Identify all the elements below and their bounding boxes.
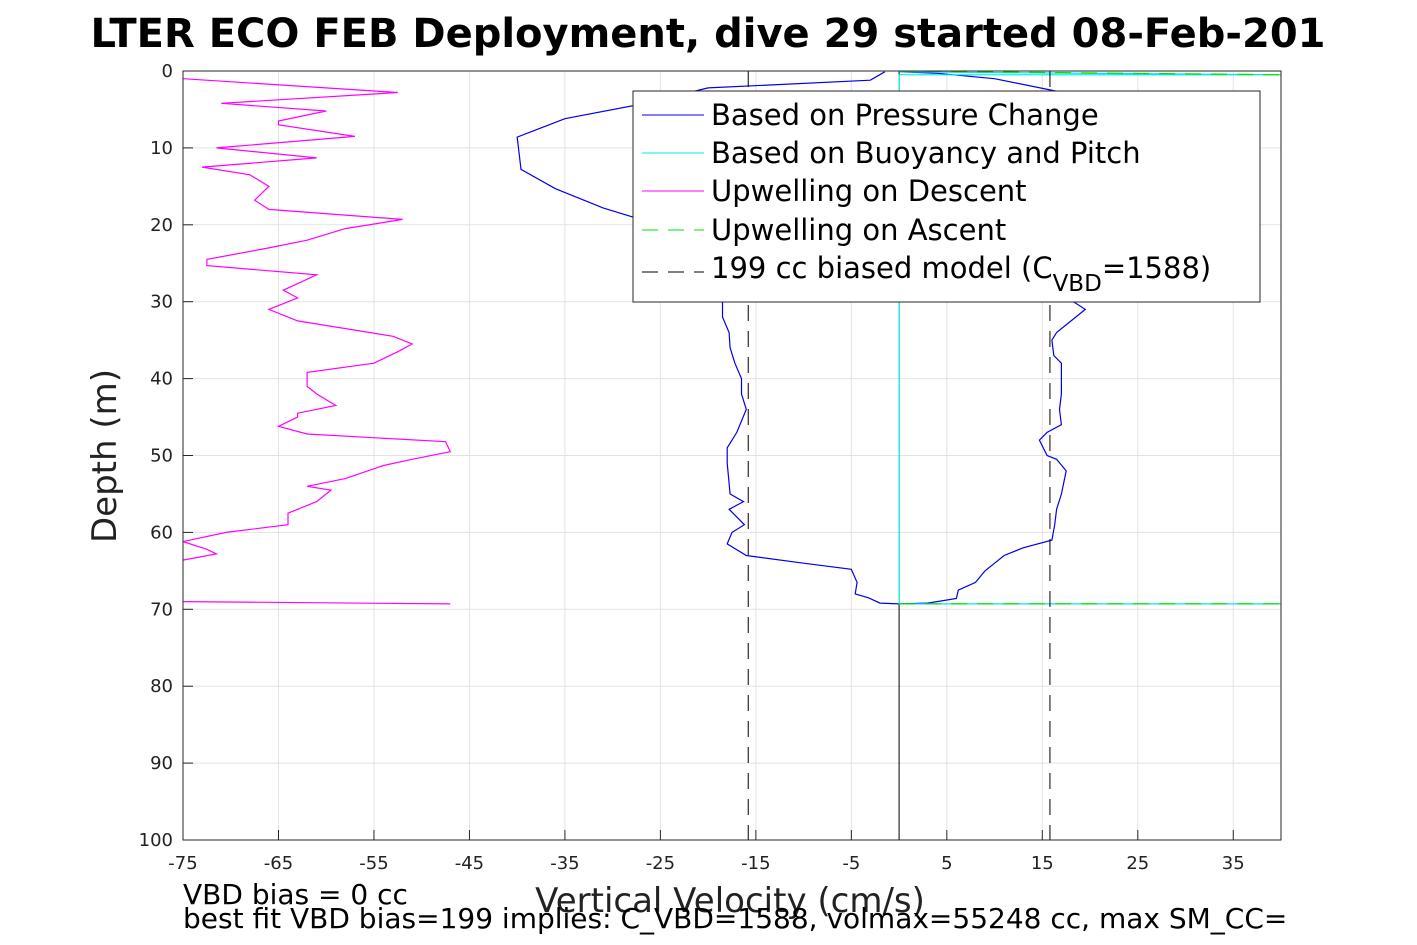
y-tick-label: 30 (150, 292, 173, 313)
series-upwelling-on-ascent (899, 71, 1281, 605)
legend-label-buoyancy: Based on Buoyancy and Pitch (711, 136, 1141, 170)
y-tick-label: 80 (150, 676, 173, 697)
y-tick-label: 70 (150, 599, 173, 620)
y-tick-label: 100 (139, 830, 173, 851)
y-tick-label: 60 (150, 522, 173, 543)
legend-label-upwelling-descent: Upwelling on Descent (711, 174, 1027, 208)
x-axis-label: Vertical Velocity (cm/s) (535, 881, 925, 921)
x-tick-label: 5 (941, 853, 952, 874)
x-tick-label: -15 (741, 853, 770, 874)
y-tick-label: 50 (150, 446, 173, 467)
x-tick-label: -25 (646, 853, 675, 874)
legend-label-biased-sub: VBD (1053, 271, 1102, 297)
legend-label-biased-model: 199 cc biased model (CVBD=1588) (711, 251, 1211, 297)
footer-line-1: VBD bias = 0 cc (183, 878, 408, 911)
legend-label-biased-prefix: 199 cc biased model (C (711, 251, 1053, 285)
x-tick-label: -55 (359, 853, 388, 874)
x-tick-label: -65 (264, 853, 293, 874)
x-tick-label: -75 (168, 853, 197, 874)
x-tick-label: -45 (455, 853, 484, 874)
x-tick-label: 15 (1031, 853, 1054, 874)
legend-label-biased-suffix: =1588) (1102, 251, 1211, 285)
x-axis-ticks: -75 -65 -55 -45 -35 -25 -15 -5 5 15 25 35 (168, 830, 1245, 874)
footer-line-2: best fit VBD bias=199 implies: C_VBD=158… (183, 902, 1287, 935)
y-tick-label: 20 (150, 215, 173, 236)
y-tick-label: 10 (150, 138, 173, 159)
y-tick-label: 0 (162, 61, 173, 82)
x-tick-label: 25 (1126, 853, 1149, 874)
legend: Based on Pressure Change Based on Buoyan… (632, 90, 1261, 303)
y-tick-label: 90 (150, 753, 173, 774)
series-upwelling-on-descent (183, 78, 452, 605)
series-based-on-buoyancy-and-pitch (898, 71, 1281, 605)
y-axis-label: Depth (m) (85, 369, 125, 543)
x-tick-label: -35 (550, 853, 579, 874)
x-tick-label: 35 (1222, 853, 1245, 874)
legend-box (632, 90, 1261, 303)
y-tick-label: 40 (150, 369, 173, 390)
y-axis-ticks: 0 10 20 30 40 50 60 70 80 90 100 (139, 61, 193, 851)
legend-label-pressure: Based on Pressure Change (711, 98, 1099, 132)
legend-label-upwelling-ascent: Upwelling on Ascent (711, 213, 1006, 247)
x-tick-label: -5 (842, 853, 860, 874)
chart-title: LTER ECO FEB Deployment, dive 29 started… (91, 11, 1326, 57)
